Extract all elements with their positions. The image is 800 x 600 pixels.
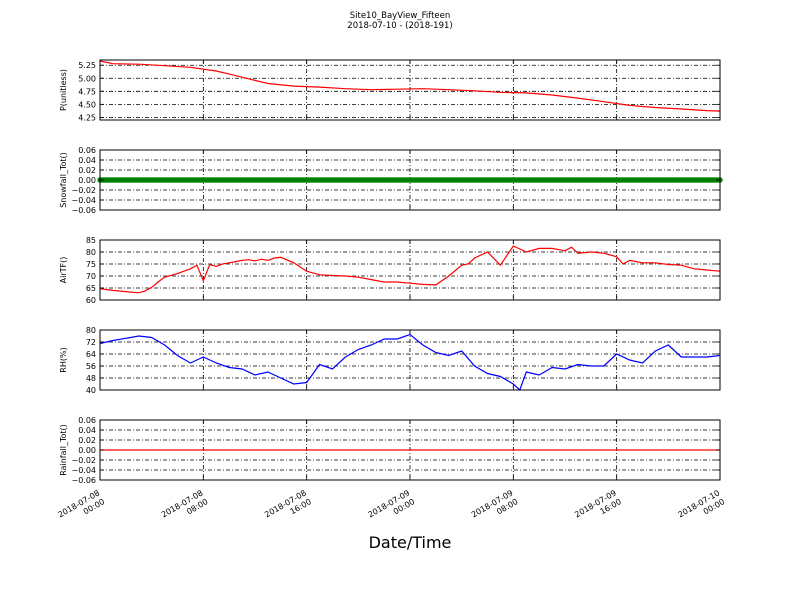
y-axis-label: Snowfall_Tot(): [59, 152, 68, 208]
chart-title: Site10_BayView_Fifteen: [349, 11, 451, 21]
chart-subtitle: 2018-07-10 - (2018-191): [347, 21, 453, 31]
y-tick-label: 0.02: [78, 436, 96, 445]
y-tick-label: 72: [86, 338, 96, 347]
y-axis-label: P(unitless): [59, 69, 68, 111]
y-tick-label: 5.25: [78, 61, 96, 70]
y-tick-label: 4.25: [78, 113, 96, 122]
y-tick-label: 64: [86, 350, 96, 359]
y-tick-label: 75: [86, 260, 96, 269]
x-axis-label: Date/Time: [368, 533, 452, 552]
y-tick-label: −0.06: [71, 476, 96, 485]
y-tick-label: 4.50: [78, 100, 96, 109]
y-tick-label: 5.00: [78, 74, 96, 83]
y-axis-label: RH(%): [59, 347, 68, 372]
y-tick-label: 0.06: [78, 416, 96, 425]
y-tick-label: −0.02: [71, 186, 96, 195]
y-tick-label: 80: [86, 326, 96, 335]
y-axis-label: AirTF(): [59, 257, 68, 284]
y-tick-label: 0.02: [78, 166, 96, 175]
y-tick-label: 0.06: [78, 146, 96, 155]
series-line: [99, 245, 721, 294]
y-tick-label: 0.00: [78, 446, 96, 455]
y-tick-label: 4.75: [78, 87, 96, 96]
series-line: [99, 333, 721, 392]
y-tick-label: −0.04: [71, 466, 96, 475]
y-tick-label: 60: [86, 296, 96, 305]
y-axis-label: Rainfall_Tot(): [59, 424, 68, 476]
y-tick-label: −0.04: [71, 196, 96, 205]
y-tick-label: 80: [86, 248, 96, 257]
series-line: [99, 60, 721, 112]
y-tick-label: 0.04: [78, 156, 96, 165]
y-tick-label: 0.00: [78, 176, 96, 185]
y-tick-label: 85: [86, 236, 96, 245]
y-tick-label: 0.04: [78, 426, 96, 435]
y-tick-label: −0.02: [71, 456, 96, 465]
y-tick-label: −0.06: [71, 206, 96, 215]
y-tick-label: 40: [86, 386, 96, 395]
y-tick-label: 56: [86, 362, 96, 371]
y-tick-label: 65: [86, 284, 96, 293]
y-tick-label: 70: [86, 272, 96, 281]
y-tick-label: 48: [86, 374, 96, 383]
